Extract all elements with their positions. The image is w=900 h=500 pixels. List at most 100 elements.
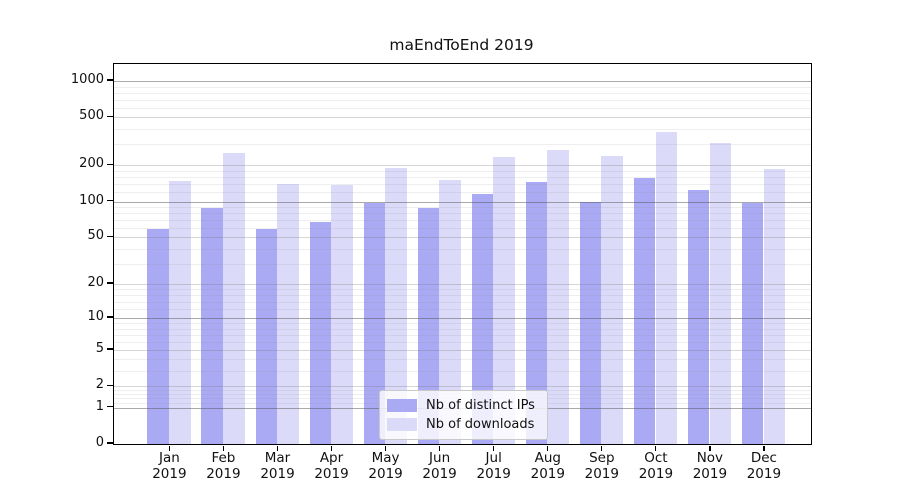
x-tick-label: Sep 2019: [572, 450, 632, 482]
y-tick-mark: [107, 235, 113, 238]
gridline: [114, 386, 811, 388]
bar-downloads: [655, 132, 678, 444]
y-tick-mark: [107, 79, 113, 81]
bar-distinct-ips: [147, 228, 169, 444]
bar-distinct-ips: [633, 178, 656, 444]
legend-swatch-distinct-ips: [387, 399, 417, 412]
bar-downloads: [601, 155, 623, 444]
gridline: [114, 341, 811, 343]
x-tick-month: Mar: [264, 450, 291, 466]
bar-distinct-ips: [525, 182, 548, 444]
x-tick-month: Sep: [589, 450, 615, 466]
gridline: [114, 349, 811, 351]
gridline: [114, 263, 811, 265]
x-tick-label: Feb 2019: [193, 450, 253, 482]
x-tick-month: Jan: [158, 450, 180, 466]
x-tick-year: 2019: [476, 465, 511, 482]
gridline: [114, 207, 811, 208]
bar-distinct-ips: [417, 208, 440, 444]
gridline: [114, 129, 811, 131]
y-tick-label: 2: [95, 377, 104, 393]
x-tick-month: Oct: [644, 450, 668, 466]
gridline: [114, 117, 811, 119]
x-tick-mark: [709, 445, 711, 451]
y-tick-mark: [107, 405, 113, 408]
bar-distinct-ips: [255, 228, 278, 444]
bar-downloads: [547, 149, 569, 444]
gridline: [114, 107, 811, 109]
x-tick-mark: [330, 445, 333, 451]
x-tick-month: May: [371, 450, 400, 466]
x-tick-label: Dec 2019: [734, 450, 794, 482]
bar-downloads: [709, 143, 732, 444]
bar-distinct-ips: [201, 208, 223, 444]
bar-distinct-ips: [309, 221, 332, 444]
x-tick-label: Nov 2019: [680, 450, 740, 482]
x-tick-month: Apr: [319, 450, 344, 466]
x-tick-month: Dec: [750, 450, 777, 466]
gridline: [114, 334, 811, 336]
gridline: [114, 284, 811, 285]
y-tick-mark: [107, 199, 113, 202]
bar-distinct-ips: [363, 203, 386, 444]
x-tick-year: 2019: [260, 465, 295, 482]
x-tick-month: Nov: [696, 450, 724, 466]
x-tick-year: 2019: [638, 465, 674, 482]
legend-item-downloads: Nb of downloads: [387, 415, 535, 434]
legend: Nb of distinct IPs Nb of downloads: [379, 390, 548, 440]
y-tick-mark: [107, 163, 113, 166]
x-tick-label: Jul 2019: [464, 450, 524, 482]
gridline: [114, 177, 811, 178]
gridline: [114, 323, 811, 324]
y-tick-mark: [107, 115, 113, 118]
y-tick-label: 0: [95, 435, 104, 450]
y-tick-label: 100: [79, 192, 104, 208]
y-tick-label: 200: [79, 156, 104, 172]
x-tick-mark: [438, 445, 441, 451]
y-tick-label: 1: [95, 398, 104, 414]
x-tick-label: Oct 2019: [626, 450, 686, 482]
plot-area: [113, 63, 812, 445]
legend-label-downloads: Nb of downloads: [426, 417, 535, 432]
x-tick-year: 2019: [206, 465, 241, 482]
x-tick-mark: [655, 445, 657, 451]
y-tick-label: 500: [79, 108, 104, 124]
x-tick-year: 2019: [152, 465, 187, 482]
y-tick-mark: [107, 282, 113, 284]
bar-distinct-ips: [579, 201, 602, 444]
gridline: [114, 165, 811, 167]
gridline: [114, 184, 811, 185]
gridline: [114, 359, 811, 361]
x-tick-mark: [763, 445, 765, 451]
gridline: [114, 289, 811, 291]
y-tick-mark: [107, 348, 113, 350]
bar-distinct-ips: [741, 202, 764, 444]
y-tick-label: 5: [95, 340, 104, 356]
gridline: [114, 295, 811, 297]
x-tick-mark: [276, 445, 279, 451]
x-tick-month: Feb: [211, 450, 236, 466]
x-tick-year: 2019: [314, 465, 349, 482]
bar-downloads: [169, 181, 191, 444]
bar-downloads: [439, 180, 461, 444]
gridline: [114, 301, 811, 303]
gridline: [114, 318, 811, 320]
gridline: [114, 309, 811, 311]
x-tick-label: Aug 2019: [518, 450, 578, 482]
x-tick-month: Jun: [429, 450, 451, 466]
y-tick-label: 50: [87, 228, 104, 244]
chart-title: maEndToEnd 2019: [389, 36, 534, 54]
x-tick-label: May 2019: [356, 450, 416, 482]
gridline: [114, 228, 811, 229]
gridline: [114, 213, 811, 215]
x-tick-label: Jun 2019: [410, 450, 470, 482]
gridline: [114, 192, 811, 193]
bar-downloads: [331, 184, 353, 444]
x-tick-mark: [384, 445, 387, 451]
x-tick-mark: [493, 445, 495, 451]
x-tick-mark: [601, 445, 603, 451]
bar-downloads: [763, 168, 786, 444]
gridline: [114, 170, 811, 172]
bar-downloads: [223, 152, 245, 444]
